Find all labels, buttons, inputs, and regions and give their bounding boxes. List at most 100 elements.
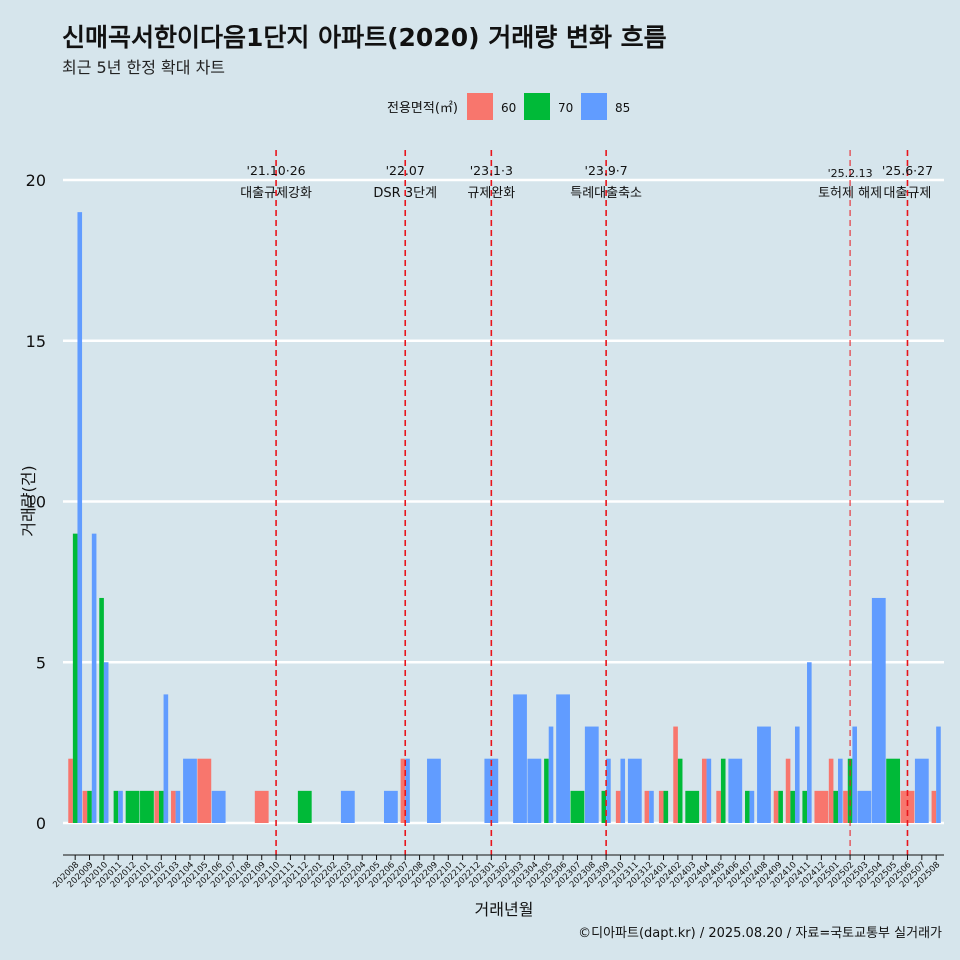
y-tick-label: 0 [36,814,46,833]
bar-70-202101 [140,790,154,823]
bar-85-202102 [163,694,169,823]
legend-title: 전용면적(㎡) [387,101,458,116]
bar-85-202502 [852,726,857,823]
bar-60-202404 [701,758,707,823]
bar-70-202011 [113,790,119,823]
bar-70-202411 [802,790,808,823]
bar-85-202209 [427,758,441,823]
bar-85-202011 [118,790,123,823]
bar-60-202506 [900,790,915,823]
y-tick-label: 5 [36,653,46,672]
bar-70-202008 [72,533,78,823]
x-axis-label: 거래년월 [475,900,534,919]
bar-60-202207 [400,758,406,823]
chart-caption: ©디아파트(dapt.kr) / 2025.08.20 / 자료=국토교통부 실… [578,926,942,941]
bar-70-202501 [833,790,839,823]
bar-60-202405 [716,790,721,823]
bar-70-202009 [87,790,92,823]
event-label: 대출규제강화 [240,186,312,201]
bar-85-202410 [794,726,800,823]
bar-70-202402 [677,758,683,823]
chart-subtitle: 최근 5년 한정 확대 차트 [62,58,226,77]
bar-60-202412 [814,790,829,823]
bar-60-202008 [68,758,73,823]
x-axis: 2020082020092020102020112020122021012021… [51,854,944,890]
bar-85-202303 [513,694,527,823]
event-label: 토허제 해제 [818,186,882,201]
bar-70-202403 [685,790,700,823]
event-label: DSR 3단계 [373,186,437,201]
bar-85-202411 [807,662,812,823]
bar-85-202304 [527,758,542,823]
bar-85-202407 [749,790,755,823]
bar-70-202012 [125,790,140,823]
bar-60-202508 [931,790,937,823]
bar-60-202409 [773,790,779,823]
bar-85-202309 [606,758,611,823]
y-tick-label: 15 [26,332,46,351]
bar-70-202010 [99,597,104,823]
bar-70-202112 [297,790,312,823]
legend-key-60 [467,93,493,120]
bar-60-202109 [254,790,269,823]
bar-70-202405 [720,758,726,823]
bar-85-202504 [871,597,886,823]
bar-85-202508 [936,726,941,823]
bar-70-202309 [601,790,607,823]
bar-60-202102 [154,790,159,823]
bar-70-202410 [790,790,795,823]
event-label: 특례대출축소 [570,186,642,201]
bars [68,212,941,823]
event-date: '21.10·26 [247,163,306,178]
y-tick-label: 10 [26,493,46,512]
bar-60-202009 [82,790,88,823]
bar-85-202008 [77,212,83,823]
chart-title: 신매곡서한이다음1단지 아파트(2020) 거래량 변화 흐름 [62,23,667,52]
bar-85-202312 [649,790,654,823]
legend-label-60: 60 [501,101,516,115]
bar-60-202312 [644,790,650,823]
bar-85-202106 [211,790,226,823]
bar-85-202009 [91,533,97,823]
bar-85-202406 [728,758,743,823]
event-date: '25.6·27 [882,163,933,178]
bar-60-202105 [197,758,212,823]
bar-60-202410 [785,758,791,823]
event-date: '25.2.13 [828,167,873,180]
event-label: 대출규제 [884,186,932,201]
bar-85-202507 [914,758,929,823]
bar-85-202501 [838,758,843,823]
legend: 전용면적(㎡) 60 70 85 [387,93,630,120]
y-axis-label: 거래량(건) [19,465,38,536]
bar-85-202311 [627,758,642,823]
event-date: '23.9·7 [585,163,628,178]
bar-85-202408 [757,726,771,823]
event-lines: '21.10·26 대출규제강화 '22.07 DSR 3단계 '23.1·3 규제완화 '… [240,150,933,855]
event-date: '23.1·3 [470,163,513,178]
event-label: 규제완화 [467,186,515,201]
bar-70-202102 [158,790,164,823]
bar-85-202306 [556,694,570,823]
bar-85-202207 [405,758,410,823]
legend-label-85: 85 [615,101,630,115]
bar-70-202305 [544,758,549,823]
y-tick-label: 20 [26,171,46,190]
bar-60-202502 [843,790,848,823]
bar-85-202206 [383,790,398,823]
legend-key-70 [524,93,550,120]
bar-70-202401 [663,790,669,823]
legend-label-70: 70 [558,101,573,115]
bar-85-202103 [175,790,181,823]
bar-85-202104 [183,758,197,823]
bar-85-202503 [857,790,872,823]
bar-85-202310 [620,758,626,823]
bar-85-202010 [103,662,109,823]
bar-70-202307 [570,790,585,823]
bar-70-202407 [745,790,750,823]
bar-85-202203 [340,790,355,823]
grid [63,178,944,825]
bar-60-202310 [615,790,621,823]
bar-60-202402 [673,726,678,823]
legend-key-85 [581,93,607,120]
y-axis: 0 5 10 15 20 [26,171,46,833]
